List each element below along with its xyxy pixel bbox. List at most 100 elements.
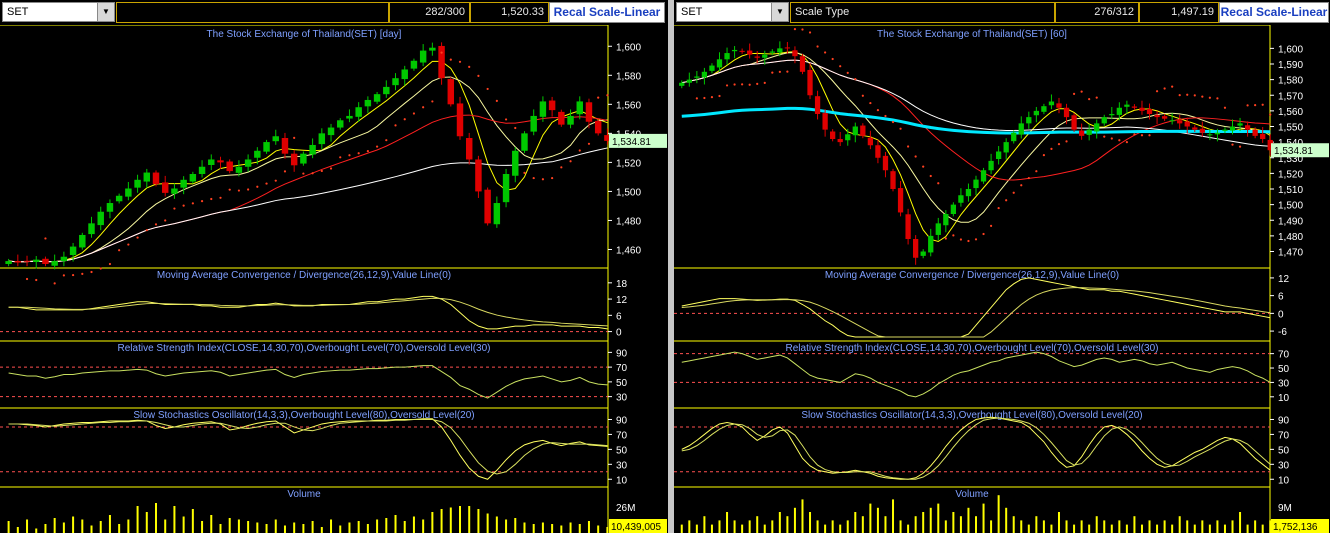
volume-bar — [1246, 524, 1249, 533]
volume-bar — [741, 524, 744, 533]
sar-dot — [914, 155, 917, 158]
rsi-tick-label: 50 — [616, 378, 628, 389]
volume-bar — [710, 524, 713, 533]
volume-bar — [551, 524, 554, 533]
sar-dot — [293, 136, 296, 139]
volume-bar — [468, 506, 471, 533]
sar-dot — [136, 236, 139, 239]
volume-bar — [1057, 512, 1060, 533]
volume-bar — [952, 512, 955, 533]
volume-bar — [1231, 520, 1234, 533]
volume-bar — [975, 516, 977, 533]
candle-body — [1003, 142, 1009, 153]
sar-dot — [532, 176, 535, 180]
sar-dot — [53, 282, 56, 285]
sar-dot — [597, 96, 600, 99]
volume-bar — [191, 509, 194, 533]
ma-10-line — [8, 76, 608, 263]
right-symbol-value: SET — [681, 6, 703, 18]
candle-body — [913, 239, 919, 258]
candle-body — [88, 223, 95, 235]
sar-dot — [375, 145, 379, 148]
volume-bar — [922, 512, 925, 533]
volume-bar — [606, 527, 609, 533]
price-tick-label: 1,520 — [1278, 169, 1303, 180]
candle-body — [208, 159, 215, 165]
sar-dot — [247, 188, 250, 191]
sar-dot — [541, 178, 545, 181]
sar-dot — [422, 106, 425, 109]
sar-dot — [937, 182, 940, 185]
candle-body — [97, 211, 104, 226]
sar-dot — [861, 94, 864, 97]
volume-bar — [892, 499, 895, 533]
sar-dot — [578, 149, 581, 152]
sar-dot — [200, 200, 204, 203]
volume-bar — [44, 524, 47, 533]
left-symbol-value: SET — [7, 6, 29, 18]
rsi-tick-label: 10 — [1278, 393, 1290, 404]
left-symbol-select[interactable]: SET ▼ — [2, 2, 115, 22]
macd-tick-label: 12 — [616, 295, 628, 306]
volume-bar — [1171, 524, 1174, 533]
panel-divider[interactable] — [668, 0, 674, 533]
candle-body — [1207, 134, 1213, 136]
left-recal-scale-button[interactable]: Recal Scale-Linear — [549, 2, 665, 23]
rsi-tick-label: 50 — [1278, 364, 1290, 375]
right-scale-type-box: Scale Type — [790, 2, 1055, 23]
volume-bar — [449, 507, 452, 533]
left-chart-svg[interactable]: The Stock Exchange of Thailand(SET) [day… — [0, 25, 668, 533]
candle-body — [373, 94, 381, 102]
right-recal-scale-button[interactable]: Recal Scale-Linear — [1219, 2, 1329, 23]
volume-bar — [403, 521, 406, 533]
stoch-tick-label: 30 — [1278, 460, 1290, 471]
sar-dot — [801, 28, 804, 31]
volume-bar — [1103, 520, 1106, 533]
candle-body — [928, 235, 934, 253]
candle-body — [1033, 110, 1039, 116]
sar-dot — [989, 224, 993, 227]
candle-body — [1056, 103, 1062, 108]
macd-title: Moving Average Convergence / Divergence(… — [825, 270, 1119, 281]
candle-body — [875, 145, 881, 158]
volume-bar — [990, 520, 993, 533]
volume-bar — [982, 503, 985, 533]
candle-body — [1184, 121, 1190, 127]
sar-dot — [458, 60, 462, 63]
volume-bar — [26, 519, 29, 533]
sar-dot — [99, 267, 102, 270]
ma-long-line — [681, 106, 1271, 135]
volume-bar — [756, 516, 759, 533]
candle-body — [694, 76, 700, 78]
sar-dot — [831, 57, 834, 61]
candle-body — [686, 79, 692, 83]
chevron-down-icon[interactable]: ▼ — [97, 3, 114, 21]
stoch-tick-label: 10 — [616, 475, 628, 486]
sar-dot — [357, 152, 360, 155]
volume-bar — [505, 519, 508, 533]
stoch-tick-label: 90 — [1278, 415, 1290, 426]
volume-bar — [1020, 520, 1023, 533]
chevron-down-icon[interactable]: ▼ — [771, 3, 788, 21]
volume-bar — [824, 524, 827, 533]
volume-bar — [778, 512, 781, 533]
candle-body — [383, 86, 390, 95]
sar-dot — [959, 238, 963, 241]
price-chart-title: The Stock Exchange of Thailand(SET) [day… — [207, 29, 402, 40]
sar-dot — [127, 243, 130, 246]
candle-body — [171, 188, 178, 194]
sar-dot — [1140, 134, 1144, 137]
volume-bar — [283, 525, 286, 533]
price-tick-label: 1,500 — [1278, 201, 1303, 212]
sar-dot — [1110, 137, 1113, 140]
price-tick-label: 1,600 — [1278, 44, 1303, 55]
candle-body — [69, 246, 77, 255]
right-chart-svg[interactable]: The Stock Exchange of Thailand(SET) [60]… — [674, 25, 1330, 533]
volume-bar — [1186, 520, 1189, 533]
right-bar-count: 276/312 — [1055, 2, 1139, 23]
sar-dot — [1080, 90, 1083, 93]
right-symbol-select[interactable]: SET ▼ — [676, 2, 789, 22]
candle-body — [814, 96, 821, 114]
sar-dot — [403, 118, 406, 121]
candle-body — [950, 204, 957, 214]
